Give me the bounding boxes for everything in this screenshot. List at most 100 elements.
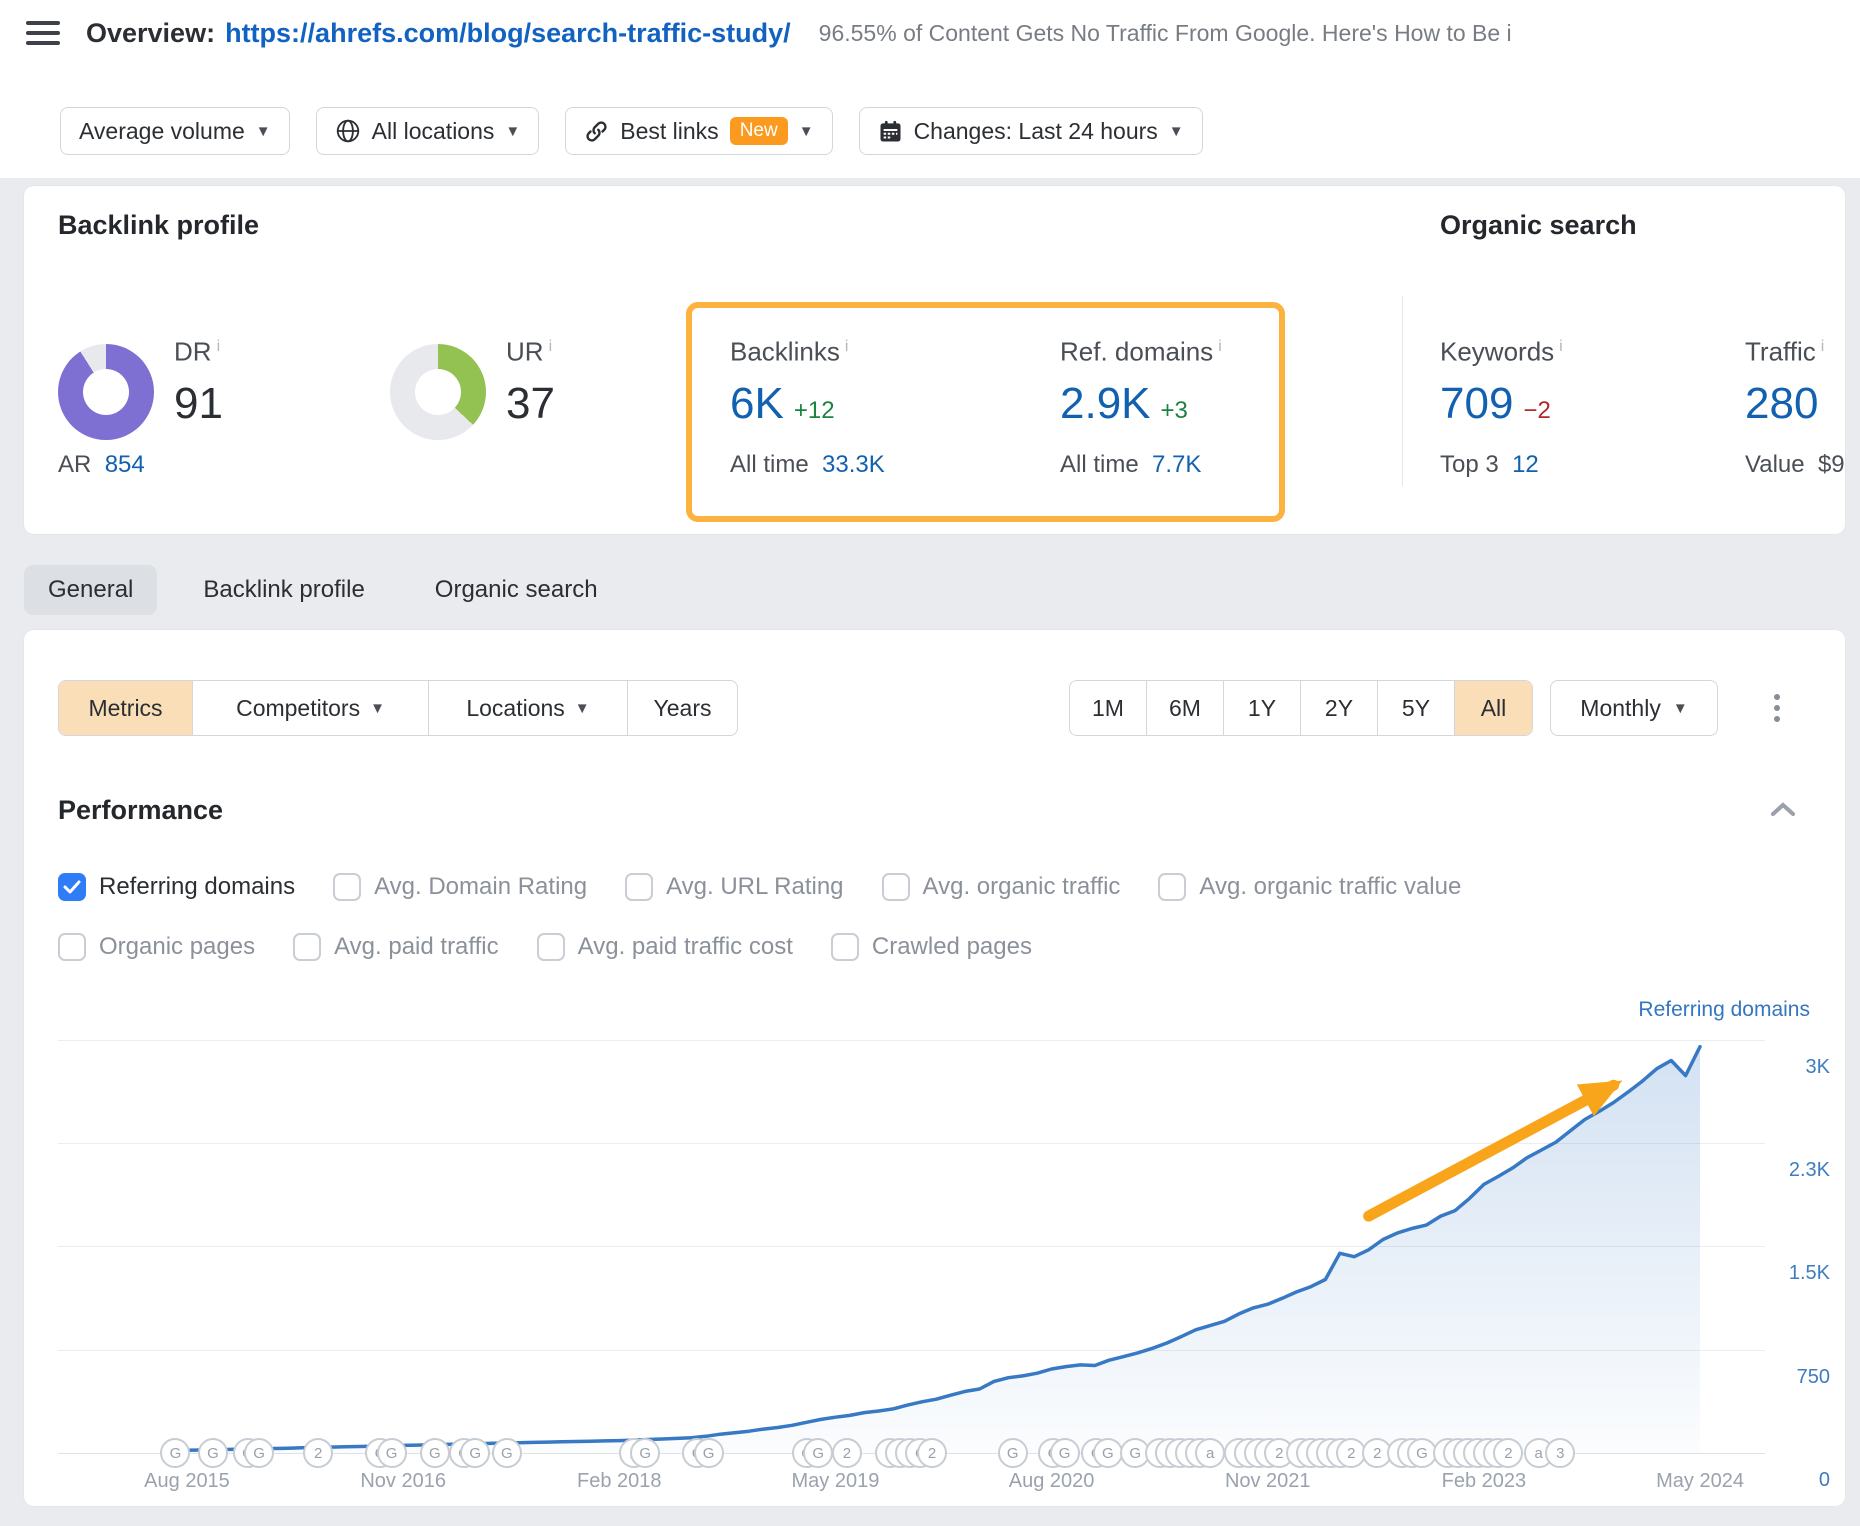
google-update-marker[interactable]: G (630, 1438, 661, 1468)
ref-domains-alltime-link[interactable]: 7.7K (1152, 451, 1202, 478)
metric-checkbox-referring-domains[interactable]: Referring domains (58, 873, 295, 901)
traffic-label: Traffic i (1745, 336, 1825, 367)
chevron-down-icon: ▼ (255, 122, 271, 140)
x-tick-label: May 2019 (791, 1470, 880, 1492)
google-update-marker[interactable]: G (460, 1438, 491, 1468)
stats-card: Backlink profile DR i 91 AR 854 UR i 37 Ba… (24, 186, 1845, 534)
x-tick-label: Feb 2023 (1441, 1470, 1527, 1492)
globe-icon (335, 118, 361, 144)
info-icon[interactable]: i (216, 338, 221, 355)
tab-organic-search[interactable]: Organic search (434, 576, 598, 603)
google-update-marker[interactable]: G (1049, 1438, 1080, 1468)
google-update-marker[interactable]: G (997, 1438, 1028, 1468)
metric-checkbox-avg-paid-traffic[interactable]: Avg. paid traffic (293, 933, 499, 961)
metric-toggle-row-2: Organic pages Avg. paid traffic Avg. pai… (58, 933, 1032, 961)
gridline (58, 1349, 1765, 1351)
info-icon[interactable]: i (1218, 338, 1222, 355)
google-update-marker[interactable]: G (160, 1438, 191, 1468)
google-update-marker[interactable]: 2 (916, 1438, 947, 1468)
range-5y[interactable]: 5Y (1378, 681, 1455, 735)
info-icon[interactable]: i (1820, 338, 1825, 355)
info-icon[interactable]: i (1559, 338, 1563, 355)
top-header: Overview: https://ahrefs.com/blog/search… (0, 0, 1860, 178)
google-update-marker[interactable]: G (376, 1438, 407, 1468)
google-update-marker[interactable]: G (197, 1438, 228, 1468)
google-update-marker[interactable]: G (1406, 1438, 1437, 1468)
metric-checkbox-avg-url-rating[interactable]: Avg. URL Rating (625, 873, 844, 901)
checkbox-icon (1158, 873, 1187, 901)
google-update-marker[interactable]: 3 (1545, 1438, 1576, 1468)
segment-competitors[interactable]: Competitors ▼ (193, 681, 429, 735)
volume-mode-dropdown[interactable]: Average volume ▼ (60, 107, 290, 155)
ar-value-link[interactable]: 854 (104, 451, 145, 478)
range-6m[interactable]: 6M (1147, 681, 1224, 735)
google-update-marker[interactable]: G (491, 1438, 522, 1468)
metric-checkbox-avg-domain-rating[interactable]: Avg. Domain Rating (333, 873, 587, 901)
organic-search-title: Organic search (1440, 210, 1637, 240)
series-legend-referring-domains[interactable]: Referring domains (1638, 998, 1810, 1021)
gridline (58, 1143, 1765, 1145)
y-tick-label: 750 (1796, 1365, 1830, 1388)
ur-label: UR i (506, 336, 553, 367)
google-update-marker[interactable]: G (1092, 1438, 1123, 1468)
locations-label: All locations (371, 117, 495, 144)
page-title-prefix: Overview: (86, 17, 216, 48)
changes-dropdown[interactable]: Changes: Last 24 hours ▼ (858, 107, 1203, 155)
target-page-title: 96.55% of Content Gets No Traffic From G… (818, 19, 1512, 46)
metric-toggle-row-1: Referring domains Avg. Domain Rating Avg… (58, 873, 1461, 901)
best-links-dropdown[interactable]: Best links New ▼ (565, 107, 833, 155)
range-1m[interactable]: 1M (1070, 681, 1147, 735)
chevron-down-icon: ▼ (574, 699, 590, 717)
segment-years[interactable]: Years (653, 694, 712, 721)
title-row: Overview: https://ahrefs.com/blog/search… (0, 0, 1860, 66)
google-update-marker[interactable]: G (803, 1438, 834, 1468)
segment-locations[interactable]: Locations ▼ (429, 681, 628, 735)
tab-general[interactable]: General (24, 565, 158, 615)
google-update-marker[interactable]: G (419, 1438, 450, 1468)
metric-checkbox-organic-pages[interactable]: Organic pages (58, 933, 255, 961)
target-url-link[interactable]: https://ahrefs.com/blog/search-traffic-s… (225, 17, 791, 48)
info-icon[interactable]: i (548, 338, 553, 355)
metric-checkbox-avg-organic-traffic[interactable]: Avg. organic traffic (881, 873, 1120, 901)
google-update-marker[interactable]: 2 (1493, 1438, 1524, 1468)
checkbox-icon (881, 873, 910, 901)
collapse-chevron-up-icon[interactable] (1768, 800, 1798, 825)
segment-metrics[interactable]: Metrics (59, 681, 193, 735)
info-icon[interactable]: i (844, 338, 849, 355)
calendar-icon (878, 119, 903, 144)
chevron-down-icon: ▼ (1672, 699, 1688, 717)
backlinks-alltime-link[interactable]: 33.3K (822, 451, 885, 478)
dr-value: 91 (174, 379, 223, 428)
metric-checkbox-avg-paid-traffic-cost[interactable]: Avg. paid traffic cost (536, 933, 793, 961)
metric-checkbox-crawled-pages[interactable]: Crawled pages (830, 933, 1032, 961)
range-2y[interactable]: 2Y (1301, 681, 1378, 735)
traffic-value-sub: Value $9 (1745, 451, 1845, 478)
checkbox-icon (625, 873, 654, 901)
volume-mode-label: Average volume (79, 117, 245, 144)
time-range-control: 1M 6M 1Y 2Y 5Y All (1069, 680, 1533, 736)
granularity-dropdown[interactable]: Monthly ▼ (1550, 680, 1718, 736)
locations-dropdown[interactable]: All locations ▼ (315, 107, 540, 155)
growth-arrow-annotation (1363, 1079, 1623, 1222)
tab-backlink-profile[interactable]: Backlink profile (203, 576, 365, 603)
google-update-marker[interactable]: 2 (831, 1438, 862, 1468)
range-all[interactable]: All (1455, 681, 1532, 735)
granularity-label: Monthly (1580, 694, 1661, 721)
main-card: Metrics Competitors ▼ Locations ▼ Years 1M… (24, 630, 1845, 1506)
backlink-profile-title: Backlink profile (58, 210, 260, 240)
backlinks-alltime: All time 33.3K (730, 451, 885, 478)
backlinks-label: Backlinks i (730, 336, 849, 367)
google-update-marker[interactable]: G (244, 1438, 275, 1468)
more-options-icon[interactable] (1759, 680, 1795, 736)
range-1y[interactable]: 1Y (1224, 681, 1301, 735)
google-update-marker[interactable]: G (693, 1438, 724, 1468)
ur-donut-chart (390, 344, 486, 440)
google-update-marker[interactable]: 2 (303, 1438, 334, 1468)
top3-value-link[interactable]: 12 (1512, 451, 1539, 478)
x-tick-label: Nov 2016 (360, 1470, 446, 1492)
ar-row: AR 854 (58, 451, 145, 478)
metric-checkbox-avg-organic-traffic-value[interactable]: Avg. organic traffic value (1158, 873, 1461, 901)
dr-donut-chart (58, 344, 154, 440)
menu-icon[interactable] (26, 21, 60, 45)
google-update-marker[interactable]: a (1195, 1438, 1226, 1468)
